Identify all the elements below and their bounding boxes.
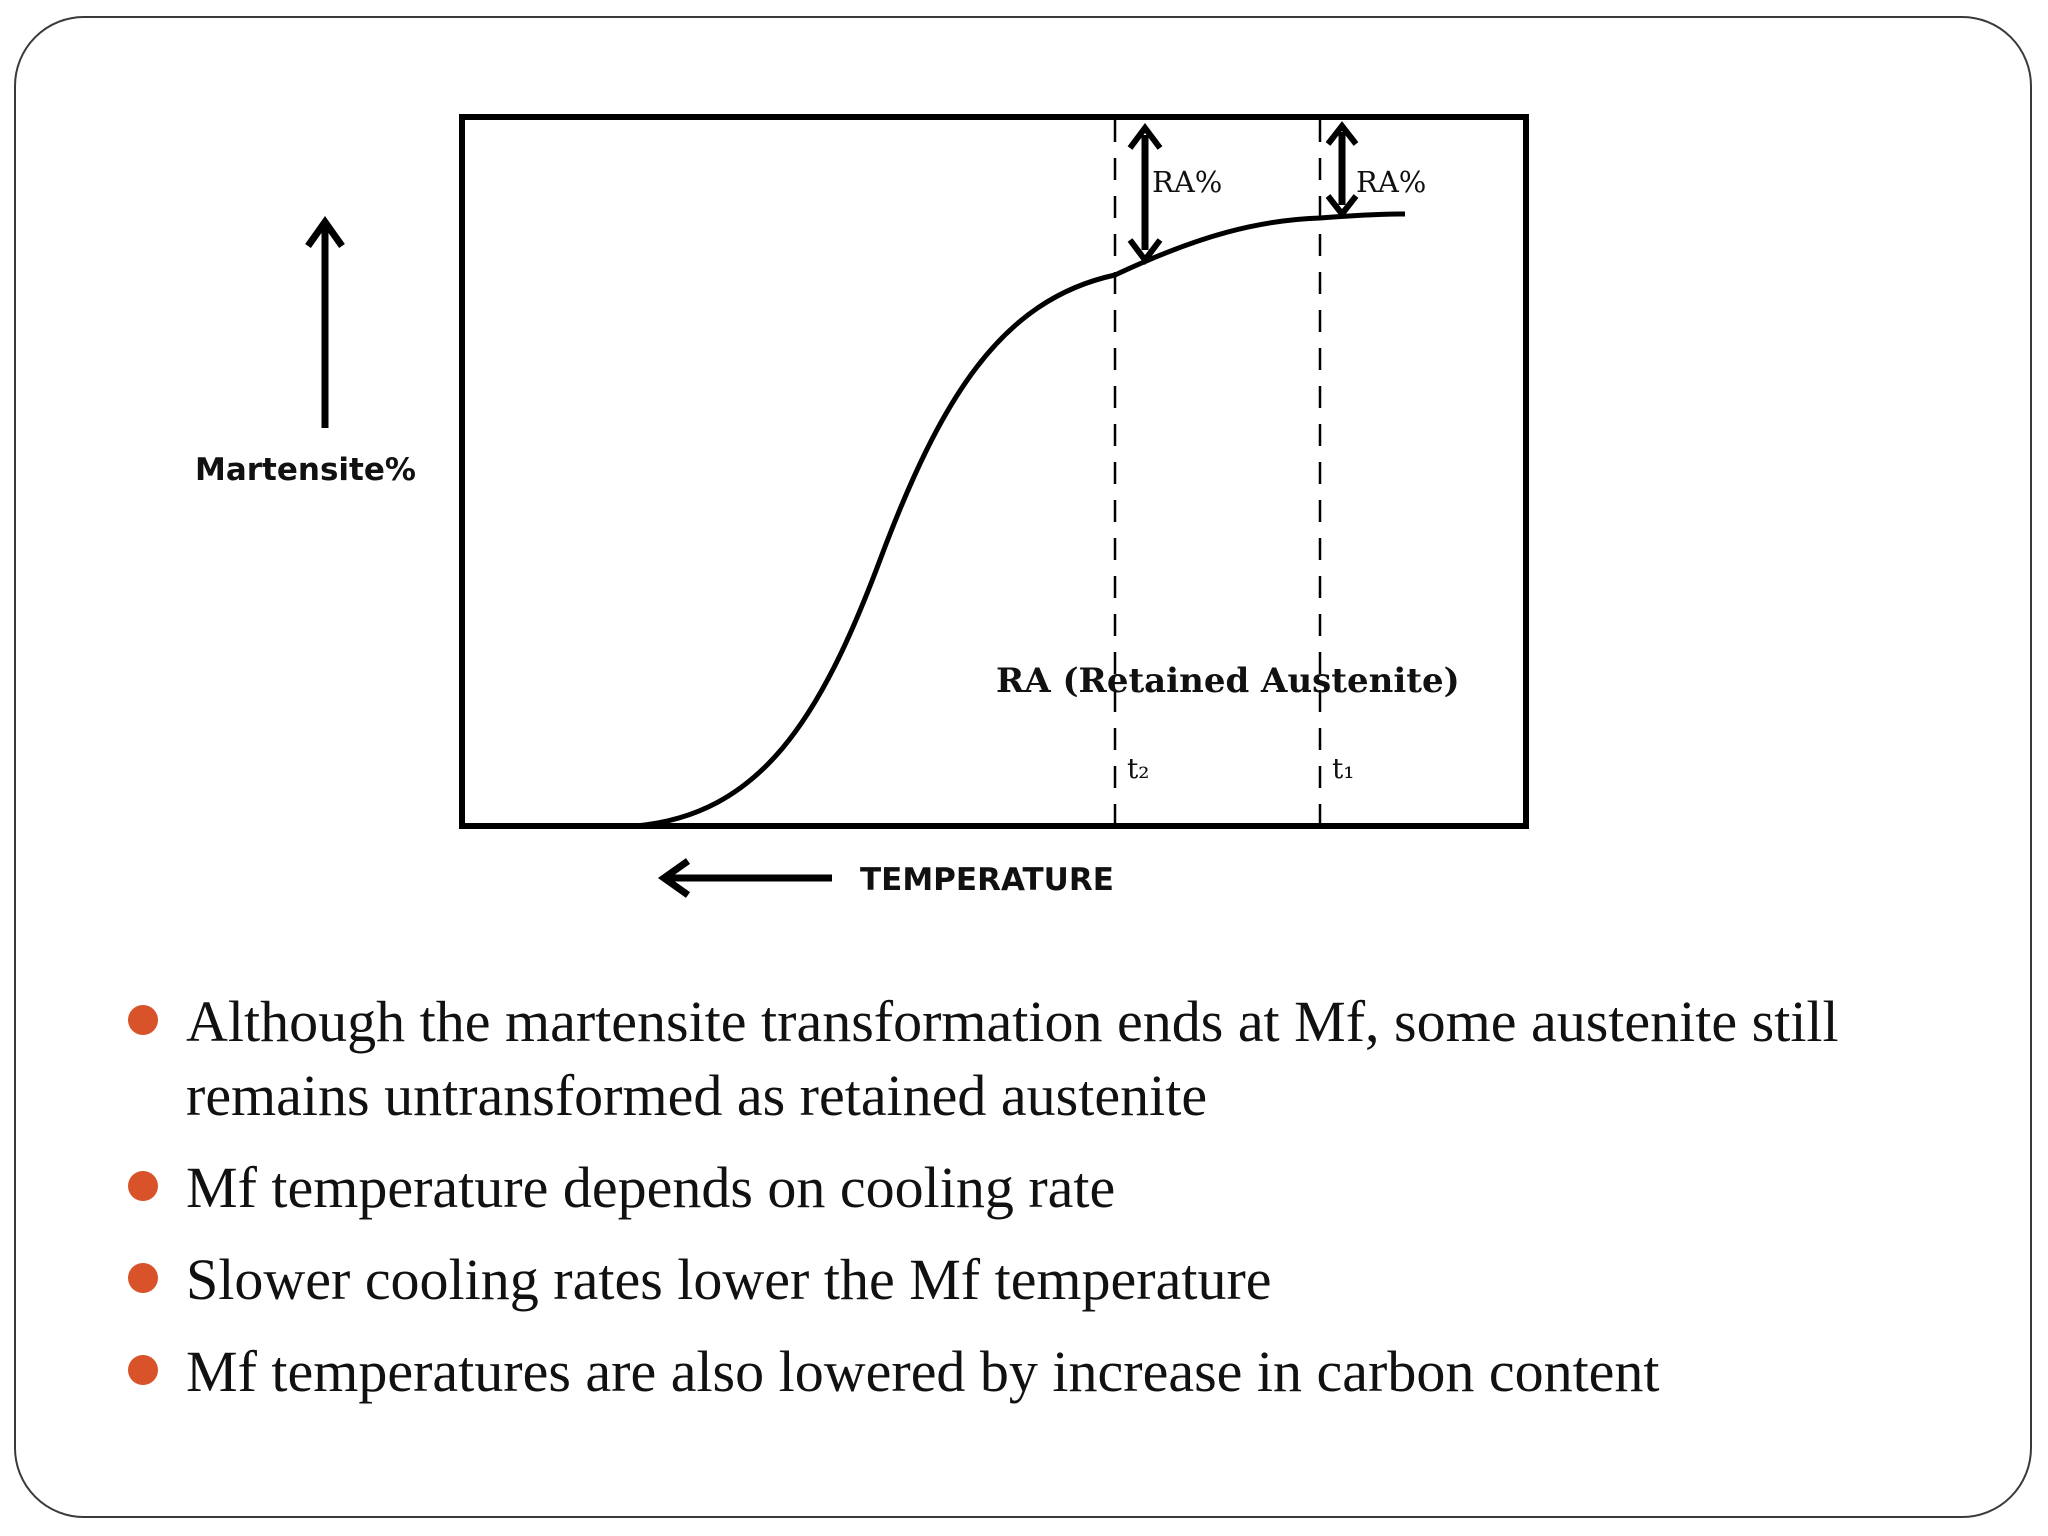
bullet-item: Mf temperatures are also lowered by incr… xyxy=(120,1335,1920,1409)
plot-frame xyxy=(459,114,1529,829)
martensite-diagram: RA% RA% RA (Retained Austenite) t₂ t₁ Ma… xyxy=(195,114,1529,898)
bullet-item: Mf temperature depends on cooling rate xyxy=(120,1151,1920,1225)
ra-percent-label-1: RA% xyxy=(1152,165,1222,199)
bullet-dot-icon xyxy=(128,1355,158,1385)
bullet-item: Although the martensite transformation e… xyxy=(120,985,1920,1133)
bullet-text: Slower cooling rates lower the Mf temper… xyxy=(186,1247,1272,1312)
x-axis-label: TEMPERATURE xyxy=(860,862,1114,898)
bullet-item: Slower cooling rates lower the Mf temper… xyxy=(120,1243,1920,1317)
ra-percent-label-2: RA% xyxy=(1356,165,1426,199)
y-axis-label: Martensite% xyxy=(195,452,416,488)
y-axis-up-arrow xyxy=(305,215,345,428)
ra-arrow-t1 xyxy=(1325,121,1359,219)
t2-label: t₂ xyxy=(1127,752,1149,785)
bullet-text: Although the martensite transformation e… xyxy=(186,989,1839,1128)
t1-label: t₁ xyxy=(1332,752,1354,785)
bullet-text: Mf temperature depends on cooling rate xyxy=(186,1155,1116,1220)
x-axis-left-arrow xyxy=(657,858,832,898)
bullet-list: Although the martensite transformation e… xyxy=(120,985,1920,1427)
bullet-dot-icon xyxy=(128,1263,158,1293)
ra-arrow-t2 xyxy=(1127,123,1163,265)
bullet-dot-icon xyxy=(128,1171,158,1201)
retained-austenite-label: RA (Retained Austenite) xyxy=(996,661,1460,701)
martensite-curve xyxy=(634,211,1406,829)
bullet-text: Mf temperatures are also lowered by incr… xyxy=(186,1339,1660,1404)
bullet-dot-icon xyxy=(128,1005,158,1035)
slide-frame xyxy=(14,16,2032,1518)
